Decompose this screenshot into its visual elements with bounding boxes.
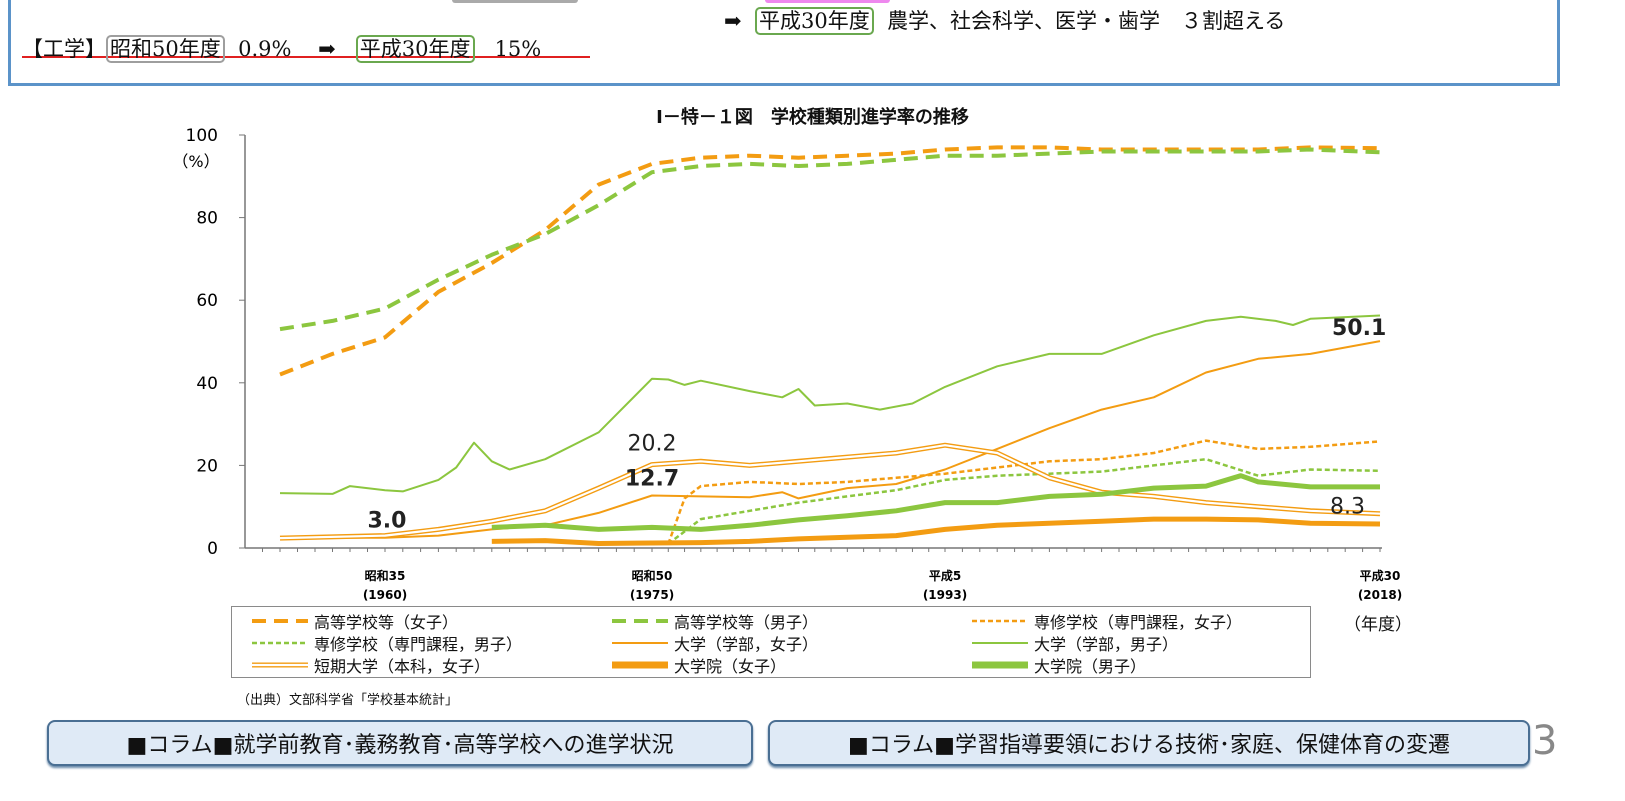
- summary-line-2: 【工学】 昭和50年度 0.9% ➡ 平成30年度 15%: [22, 33, 541, 63]
- summary-text: 農学、社会科学、医学・歯学 ３割超える: [887, 9, 1286, 33]
- summary-line-1: ➡ 平成30年度 農学、社会科学、医学・歯学 ３割超える: [724, 5, 1285, 35]
- year-tag: 昭和50年度: [106, 35, 225, 63]
- data-label: 8.3: [1330, 495, 1365, 520]
- x-tick-label: (1960): [363, 588, 407, 602]
- legend-label: 専修学校（専門課程，男子）: [314, 635, 523, 654]
- x-tick-label: 平成30: [1360, 568, 1401, 583]
- legend-swatch: [252, 619, 308, 623]
- legend-swatch: [252, 641, 308, 645]
- series-line-1: [279, 147, 1381, 332]
- legend-item: 専修学校（専門課程，男子）: [250, 631, 522, 655]
- legend-label: 高等学校等（女子）: [314, 613, 459, 632]
- legend-label: 大学院（女子）: [674, 657, 787, 676]
- summary-box: [8, 0, 1560, 86]
- series-line-4: [279, 340, 1381, 540]
- y-axis-label: （%）: [172, 152, 219, 171]
- legend-label: 短期大学（本科，女子）: [314, 657, 491, 676]
- y-tick-label: 20: [196, 456, 218, 476]
- legend-item: 高等学校等（女子）: [250, 609, 458, 633]
- tag-strip: [452, 0, 578, 3]
- data-label: 50.1: [1332, 316, 1386, 341]
- year-tag: 平成30年度: [355, 35, 475, 63]
- chart-title: Ⅰ－特－１図 学校種類別進学率の推移: [656, 107, 969, 128]
- column-link-enrollment[interactable]: ■コラム■就学前教育･義務教育･高等学校への進学状況: [47, 720, 753, 766]
- legend-label: 大学（学部，女子）: [674, 635, 819, 654]
- series-line-2: [667, 439, 1381, 545]
- data-label: 12.7: [625, 467, 679, 492]
- y-tick-label: 0: [207, 539, 218, 559]
- y-tick-label: 80: [196, 209, 218, 229]
- page-number: 3: [1532, 718, 1558, 764]
- legend-label: 大学（学部，男子）: [1034, 635, 1179, 654]
- field-label: 【工学】: [22, 37, 106, 61]
- arrow-icon: ➡: [724, 9, 742, 33]
- legend-item: 大学院（女子）: [610, 653, 786, 677]
- source-note: （出典）文部科学省「学校基本統計」: [237, 693, 459, 708]
- legend-swatch: [612, 642, 668, 644]
- legend-swatch: [252, 662, 308, 668]
- value: 15%: [494, 37, 542, 61]
- legend-swatch: [612, 661, 668, 669]
- legend-swatch: [972, 661, 1028, 669]
- data-label: 20.2: [628, 432, 677, 457]
- legend-item: 高等学校等（男子）: [610, 609, 818, 633]
- legend-item: 大学院（男子）: [970, 653, 1146, 677]
- legend-item: 専修学校（専門課程，女子）: [970, 609, 1242, 633]
- x-tick-label: 昭和35: [365, 568, 406, 583]
- x-axis-unit: （年度）: [1344, 615, 1412, 635]
- x-tick-label: (1993): [923, 588, 967, 602]
- legend-item: 大学（学部，女子）: [610, 631, 818, 655]
- legend-label: 大学院（男子）: [1034, 657, 1147, 676]
- x-tick-label: (2018): [1358, 588, 1402, 602]
- series-line-7: [491, 516, 1381, 546]
- column-link-curriculum[interactable]: ■コラム■学習指導要領における技術･家庭、保健体育の変遷: [768, 720, 1530, 766]
- tag-strip: [765, 0, 890, 3]
- legend-item: 短期大学（本科，女子）: [250, 653, 490, 677]
- series-line-3: [667, 457, 1381, 545]
- x-tick-label: 平成5: [929, 568, 961, 583]
- y-tick-label: 60: [196, 291, 218, 311]
- series-line-inner-6: [279, 444, 1381, 540]
- legend: 高等学校等（女子） 高等学校等（男子） 専修学校（専門課程，女子） 専修学校（専門課程…: [231, 606, 1311, 678]
- value: 0.9%: [238, 37, 292, 61]
- data-label: 3.0: [368, 509, 407, 534]
- legend-label: 高等学校等（男子）: [674, 613, 819, 632]
- underline: [22, 56, 590, 58]
- year-tag: 平成30年度: [754, 7, 874, 35]
- series-line-0: [279, 145, 1381, 377]
- series-line-5: [279, 314, 1381, 495]
- arrow-icon: ➡: [318, 37, 336, 61]
- legend-swatch: [972, 642, 1028, 644]
- y-tick-label: 40: [196, 374, 218, 394]
- legend-swatch: [972, 619, 1028, 623]
- series-line-8: [491, 473, 1380, 532]
- x-tick-label: 昭和50: [632, 568, 673, 583]
- legend-swatch: [612, 619, 668, 623]
- legend-label: 専修学校（専門課程，女子）: [1034, 613, 1243, 632]
- legend-item: 大学（学部，男子）: [970, 631, 1178, 655]
- y-tick-label: 100: [186, 126, 218, 146]
- x-tick-label: (1975): [630, 588, 674, 602]
